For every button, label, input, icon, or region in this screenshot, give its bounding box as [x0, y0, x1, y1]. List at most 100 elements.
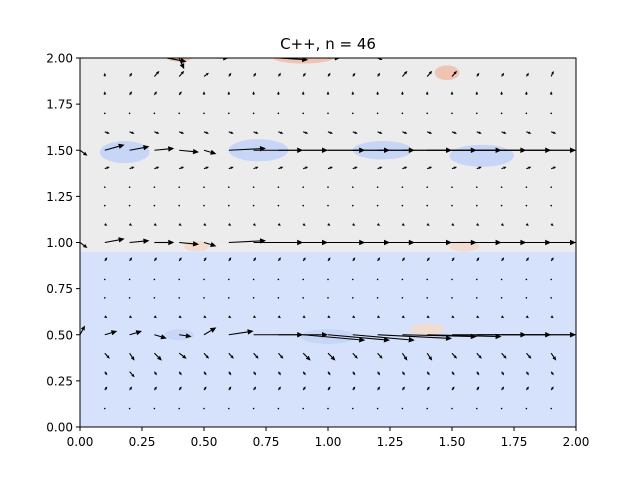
- quiver-arrow: [302, 279, 304, 281]
- quiver-arrow-dot: [203, 279, 205, 281]
- quiver-arrow-shaft: [526, 75, 527, 76]
- quiver-arrow-dot: [377, 113, 379, 115]
- quiver-arrow-dot: [278, 113, 280, 115]
- quiver-arrow-dot: [253, 408, 255, 410]
- quiver-arrow: [104, 279, 106, 281]
- quiver-arrow-shaft: [229, 372, 230, 373]
- quiver-arrow: [253, 279, 255, 281]
- quiver-arrow-dot: [526, 279, 528, 281]
- x-tick-label: 0.25: [129, 435, 156, 449]
- quiver-arrow: [501, 113, 503, 115]
- quiver-arrow-shaft: [452, 389, 453, 390]
- quiver-arrow: [228, 297, 230, 299]
- quiver-arrow: [476, 205, 478, 207]
- quiver-arrow: [426, 297, 428, 299]
- quiver-arrow-dot: [476, 186, 478, 188]
- quiver-arrow: [154, 408, 156, 410]
- quiver-arrow-dot: [402, 113, 404, 115]
- quiver-arrow: [526, 408, 528, 410]
- quiver-arrow-shaft: [303, 389, 304, 390]
- quiver-arrow: [352, 297, 354, 299]
- quiver-arrow-dot: [154, 408, 156, 410]
- quiver-arrow-shaft: [427, 168, 429, 169]
- quiver-arrow-shaft: [452, 372, 453, 373]
- quiver-arrow-shaft: [477, 389, 478, 390]
- quiver-arrow: [402, 186, 404, 188]
- quiver-arrow-dot: [178, 205, 180, 207]
- quiver-arrow-dot: [526, 186, 528, 188]
- quiver-arrow-shaft: [278, 372, 279, 373]
- quiver-arrow: [402, 408, 404, 410]
- quiver-arrow-dot: [129, 113, 131, 115]
- quiver-arrow-dot: [253, 113, 255, 115]
- quiver-arrow: [402, 205, 404, 207]
- quiver-arrow: [476, 186, 478, 188]
- quiver-arrow-shaft: [502, 75, 503, 76]
- quiver-arrow: [501, 279, 503, 281]
- quiver-arrow-dot: [104, 186, 106, 188]
- quiver-arrow-shaft: [477, 372, 478, 373]
- quiver-arrow-shaft: [353, 372, 354, 373]
- quiver-arrow-shaft: [278, 168, 280, 169]
- quiver-arrow-dot: [451, 113, 453, 115]
- quiver-arrow: [352, 186, 354, 188]
- quiver-arrow: [402, 279, 404, 281]
- quiver-arrow: [352, 113, 354, 115]
- quiver-arrow-shaft: [328, 75, 329, 76]
- quiver-arrow-dot: [228, 297, 230, 299]
- quiver-arrow-dot: [501, 113, 503, 115]
- quiver-arrow-dot: [253, 279, 255, 281]
- quiver-arrow-shaft: [502, 168, 504, 169]
- quiver-arrow: [203, 279, 205, 281]
- quiver-arrow: [550, 205, 552, 207]
- quiver-arrow-shaft: [427, 260, 428, 261]
- quiver-arrow: [104, 297, 106, 299]
- x-tick-label: 1.00: [315, 435, 342, 449]
- quiver-arrow: [426, 408, 428, 410]
- quiver-arrow-shaft: [378, 389, 379, 390]
- quiver-arrow-dot: [203, 113, 205, 115]
- quiver-arrow: [451, 408, 453, 410]
- quiver-arrow-dot: [178, 279, 180, 281]
- quiver-arrow-shaft: [204, 389, 205, 390]
- quiver-arrow: [178, 408, 180, 410]
- quiver-arrow: [526, 205, 528, 207]
- quiver-arrow-dot: [451, 279, 453, 281]
- quiver-arrow-dot: [352, 186, 354, 188]
- x-tick-label: 1.75: [501, 435, 528, 449]
- quiver-arrow-dot: [129, 279, 131, 281]
- quiver-arrow-dot: [451, 297, 453, 299]
- quiver-arrow: [352, 408, 354, 410]
- quiver-arrow-dot: [526, 297, 528, 299]
- quiver-arrow-dot: [253, 205, 255, 207]
- quiver-arrow-shaft: [328, 389, 329, 390]
- quiver-arrow-dot: [327, 113, 329, 115]
- quiver-arrow-head: [595, 148, 601, 153]
- quiver-arrow-dot: [253, 297, 255, 299]
- quiver-arrow-shaft: [526, 372, 527, 373]
- quiver-arrow-shaft: [130, 389, 131, 390]
- quiver-arrow-shaft: [105, 372, 106, 373]
- quiver-arrow-shaft: [254, 132, 256, 133]
- quiver-arrow-dot: [104, 205, 106, 207]
- quiver-arrow-dot: [228, 186, 230, 188]
- quiver-arrow-shaft: [402, 168, 404, 169]
- quiver-arrow-shaft: [427, 132, 429, 133]
- quiver-arrow-shaft: [427, 372, 428, 373]
- quiver-arrow-dot: [501, 408, 503, 410]
- quiver-arrow-shaft: [229, 132, 231, 133]
- quiver-arrow: [154, 113, 156, 115]
- y-tick-label: 1.75: [46, 98, 73, 112]
- quiver-arrow: [451, 186, 453, 188]
- quiver-arrow: [203, 113, 205, 115]
- quiver-arrow-dot: [327, 297, 329, 299]
- quiver-arrow: [476, 297, 478, 299]
- quiver-arrow: [278, 113, 280, 115]
- contour-background: [80, 52, 576, 427]
- quiver-arrow: [402, 113, 404, 115]
- quiver-arrow-shaft: [204, 132, 206, 133]
- quiver-arrow-dot: [104, 113, 106, 115]
- y-tick-label: 1.25: [46, 190, 73, 204]
